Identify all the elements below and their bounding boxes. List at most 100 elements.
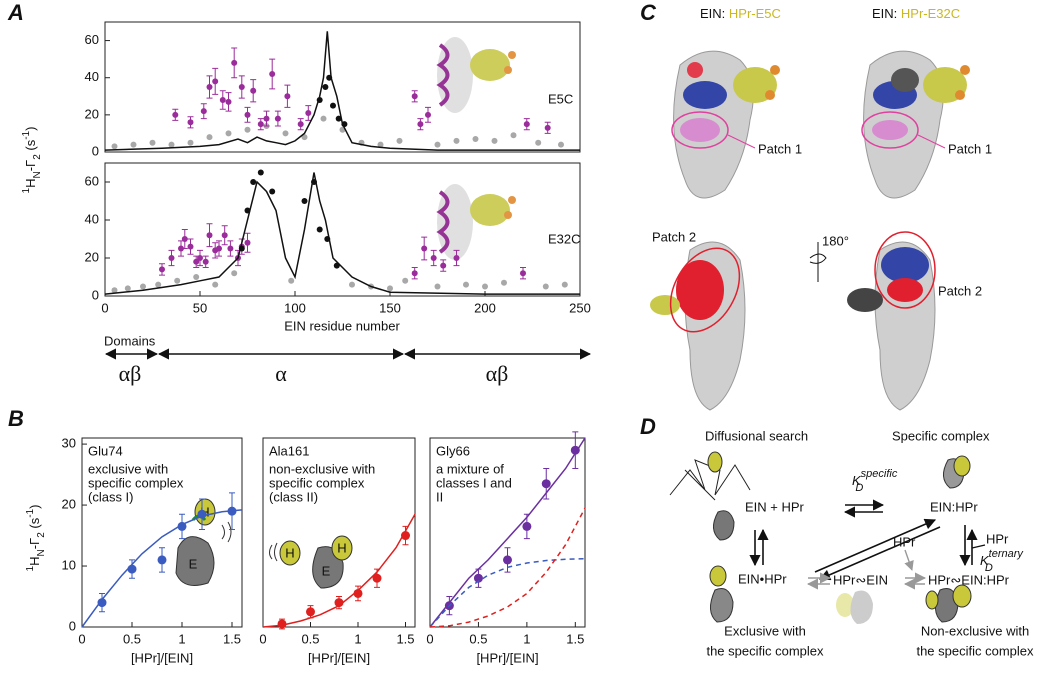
label-part: -Γ (23, 160, 38, 172)
structure-header: EIN: HPr-E32C (872, 6, 960, 21)
plot-title: Glu74 (88, 443, 123, 458)
data-point (472, 136, 479, 142)
data-point (172, 111, 179, 118)
data-point (417, 121, 424, 128)
data-point (193, 274, 200, 280)
data-point (130, 141, 137, 148)
data-point (334, 598, 344, 608)
data-point (377, 141, 384, 148)
data-point (372, 573, 382, 583)
data-point (187, 243, 194, 250)
data-point (316, 226, 323, 233)
cartoon-label: E (189, 556, 198, 571)
plot-note: II (436, 489, 443, 504)
data-point (257, 169, 264, 176)
data-point (520, 270, 526, 277)
data-point (305, 110, 312, 116)
x-tick-label: 1 (354, 631, 361, 646)
y-tick-label: 0 (92, 143, 99, 158)
data-point (453, 137, 460, 144)
plot-note: specific complex (269, 475, 365, 490)
equilibrium-constant: Kspecific D (852, 468, 898, 494)
diagram-node: HPr∾EIN (833, 572, 888, 587)
data-point (159, 266, 165, 273)
domain-label: αβ (486, 361, 509, 386)
data-point (244, 111, 251, 118)
data-point (284, 93, 291, 100)
data-point (187, 119, 194, 126)
plot-note: classes I and (436, 475, 512, 490)
plot-note: (class II) (269, 489, 318, 504)
data-point (206, 232, 213, 239)
y-tick-label: 30 (62, 436, 76, 451)
data-point (155, 281, 162, 288)
x-tick-label: 0.5 (301, 631, 319, 646)
structure-header: EIN: HPr-E5C (700, 6, 781, 21)
rotation-label: 180° (822, 233, 849, 248)
x-tick-label: 250 (569, 300, 591, 315)
y-tick-label: 20 (85, 249, 99, 264)
x-tick-label: 0 (259, 631, 266, 646)
plot-note: non-exclusive with (269, 461, 375, 476)
plot-frame (262, 437, 416, 628)
label-part: (s (27, 517, 42, 532)
data-point (482, 283, 488, 290)
data-point (219, 97, 226, 103)
cartoon-label: H (285, 545, 294, 560)
data-point (231, 270, 238, 277)
data-point (544, 124, 551, 131)
data-point (282, 130, 289, 137)
data-point (522, 521, 532, 531)
data-point (97, 598, 107, 608)
data-point (127, 564, 137, 574)
data-point (320, 115, 327, 122)
data-point (202, 258, 209, 265)
data-point (149, 139, 156, 146)
data-point (330, 102, 336, 109)
x-tick-label: 0.5 (123, 631, 141, 646)
data-point (269, 188, 276, 195)
data-point (425, 111, 431, 118)
diagram-node: HPr (893, 534, 916, 549)
data-point (387, 285, 393, 292)
diagram-shapes (669, 451, 986, 624)
diagram-caption: Exclusive with (724, 623, 806, 638)
fit-line (429, 507, 586, 628)
data-point (111, 143, 118, 150)
plot-note: specific complex (88, 475, 184, 490)
diagram-node: HPr (986, 531, 1009, 546)
patch-label: Patch 1 (758, 141, 802, 156)
fit-line (262, 513, 416, 628)
diagram-node: EIN:HPr (930, 499, 978, 514)
diagram-label: Specific complex (892, 428, 990, 443)
patch-label: Patch 1 (948, 141, 992, 156)
y-tick-label: 0 (69, 618, 76, 633)
label-part: (s (23, 139, 38, 154)
label-part: -1 (21, 130, 32, 139)
diagram-caption: Non-exclusive with (921, 623, 1029, 638)
data-point (541, 479, 551, 489)
data-point (434, 141, 441, 148)
label-part: H (27, 557, 42, 566)
data-point (463, 281, 469, 288)
data-point (453, 255, 460, 261)
x-tick-label: 150 (379, 300, 401, 315)
data-point (111, 287, 118, 294)
data-point (306, 607, 315, 617)
diagram-node: EIN + HPr (745, 499, 805, 514)
data-point (322, 84, 329, 90)
data-point (301, 134, 308, 141)
panel-label: C (640, 0, 657, 25)
data-point (238, 84, 245, 90)
data-point (542, 283, 549, 290)
data-point (221, 232, 228, 239)
data-point (168, 255, 175, 261)
panel-label: A (7, 0, 24, 25)
data-point (558, 141, 564, 148)
data-point (216, 245, 222, 252)
panel-label: D (640, 414, 656, 439)
data-point (349, 281, 355, 288)
data-point (197, 255, 203, 261)
data-point (157, 555, 167, 565)
